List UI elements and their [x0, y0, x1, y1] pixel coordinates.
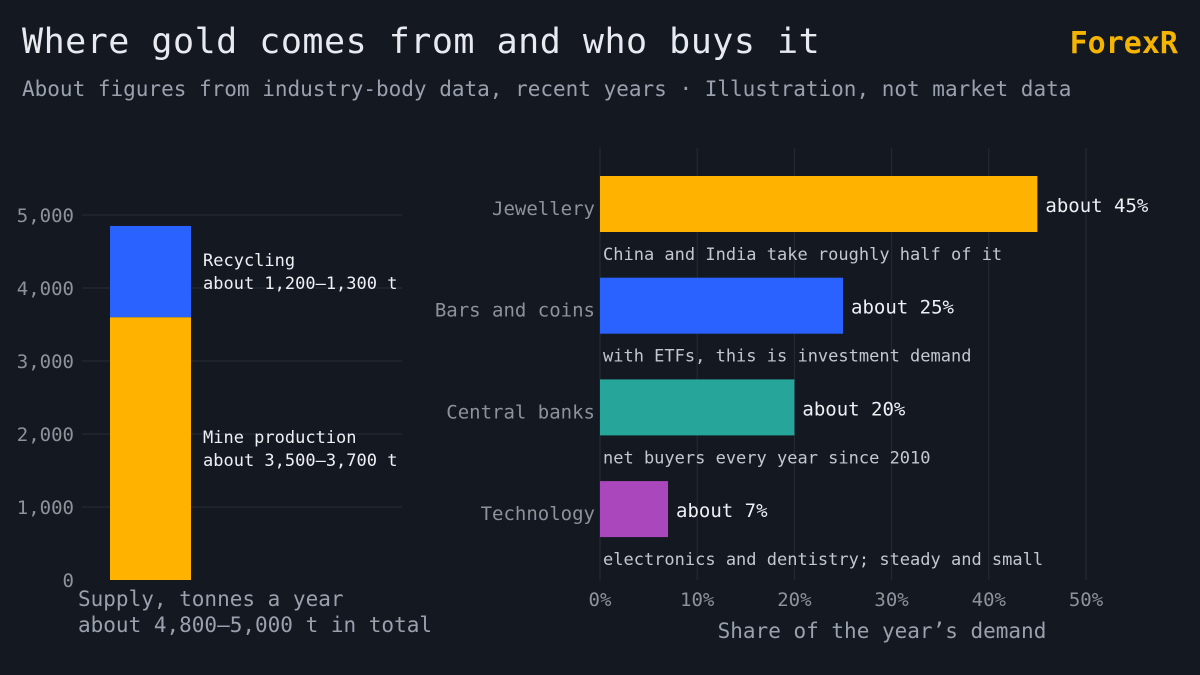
- demand-x-tick-label: 10%: [680, 589, 715, 611]
- demand-value-label: about 45%: [1045, 195, 1149, 217]
- demand-bar: [600, 176, 1038, 232]
- supply-segment-label: Mine production: [203, 428, 357, 448]
- supply-bar-segment: [110, 225, 191, 318]
- demand-value-label: about 20%: [802, 398, 906, 420]
- demand-value-label: about 25%: [851, 297, 955, 319]
- supply-y-tick-label: 4,000: [17, 278, 74, 300]
- demand-x-tick-label: 40%: [972, 589, 1007, 611]
- supply-y-tick-label: 2,000: [17, 424, 74, 446]
- supply-y-tick-label: 3,000: [17, 351, 74, 373]
- demand-bar: [600, 277, 843, 334]
- demand-x-tick-label: 0%: [589, 589, 612, 611]
- supply-bar-segment: [110, 317, 191, 580]
- supply-axis-label: about 4,800–5,000 t in total: [78, 613, 432, 637]
- supply-y-tick-label: 5,000: [17, 205, 74, 227]
- demand-bar: [600, 379, 795, 436]
- supply-y-tick-label: 0: [63, 570, 74, 592]
- demand-value-label: about 7%: [676, 500, 768, 522]
- supply-segment-label: about 3,500–3,700 t: [203, 451, 397, 471]
- supply-y-tick-label: 1,000: [17, 497, 74, 519]
- supply-segment-label: about 1,200–1,300 t: [203, 274, 397, 294]
- demand-category-label: Central banks: [446, 401, 595, 423]
- page-title: Where gold comes from and who buys it: [22, 22, 821, 62]
- demand-category-label: Technology: [481, 503, 595, 525]
- supply-axis-label: Supply, tonnes a year: [78, 587, 344, 611]
- demand-category-label: Jewellery: [492, 198, 595, 220]
- demand-x-tick-label: 50%: [1069, 589, 1104, 611]
- demand-x-tick-label: 20%: [777, 589, 812, 611]
- demand-note: with ETFs, this is investment demand: [603, 347, 971, 367]
- demand-note: net buyers every year since 2010: [603, 448, 931, 468]
- demand-axis-label: Share of the year’s demand: [718, 619, 1047, 643]
- demand-category-label: Bars and coins: [435, 300, 595, 322]
- demand-bar: [600, 481, 669, 538]
- demand-note: electronics and dentistry; steady and sm…: [603, 550, 1043, 570]
- demand-x-tick-label: 30%: [874, 589, 909, 611]
- supply-segment-label: Recycling: [203, 251, 295, 271]
- page-subtitle: About figures from industry-body data, r…: [22, 77, 1072, 101]
- demand-note: China and India take roughly half of it: [603, 245, 1002, 265]
- brand-logo: ForexR: [1069, 26, 1178, 61]
